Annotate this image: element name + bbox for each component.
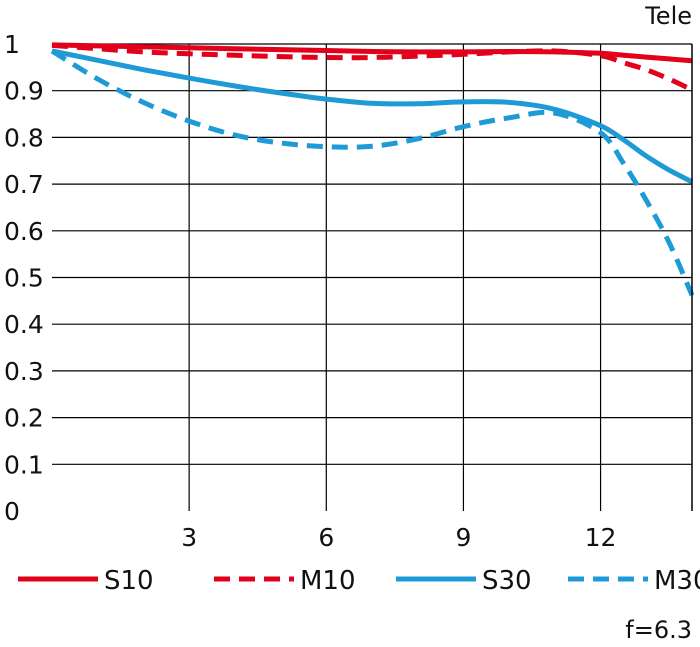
y-tick-label: 0.7 xyxy=(4,170,44,199)
series-lines xyxy=(50,42,695,297)
y-tick-label: 0 xyxy=(4,497,20,526)
series-line-s10 xyxy=(51,42,693,64)
y-tick-label: 0.6 xyxy=(4,217,44,246)
aperture-note: f=6.3 xyxy=(625,616,692,644)
y-tick-label: 0.2 xyxy=(4,404,44,433)
x-tick-label: 12 xyxy=(585,523,617,552)
series-line-m10 xyxy=(51,42,694,93)
y-tick-label: 0.9 xyxy=(4,77,44,106)
x-tick-label: 6 xyxy=(318,523,334,552)
legend: S10 M10 S30 M30 xyxy=(18,566,700,596)
legend-label-m30: M30 xyxy=(654,566,700,596)
y-tick-label: 0.8 xyxy=(4,123,44,152)
chart-title: Tele xyxy=(644,2,692,30)
y-tick-label: 0.1 xyxy=(4,450,44,479)
tick-labels: 0 0.1 0.2 0.3 0.4 0.5 0.6 0.7 0.8 0.9 1 3 6 9 12 xyxy=(4,30,616,552)
y-tick-label: 0.3 xyxy=(4,357,44,386)
y-tick-label: 1 xyxy=(4,30,20,59)
y-tick-label: 0.4 xyxy=(4,310,44,339)
series-line-m30 xyxy=(50,48,695,297)
legend-label-m10: M10 xyxy=(300,566,356,596)
legend-label-s10: S10 xyxy=(104,566,154,596)
x-tick-label: 9 xyxy=(455,523,471,552)
y-tick-label: 0.5 xyxy=(4,264,44,293)
legend-label-s30: S30 xyxy=(482,566,532,596)
series-line-s30 xyxy=(51,48,694,185)
grid xyxy=(52,43,692,511)
x-tick-label: 3 xyxy=(181,523,197,552)
